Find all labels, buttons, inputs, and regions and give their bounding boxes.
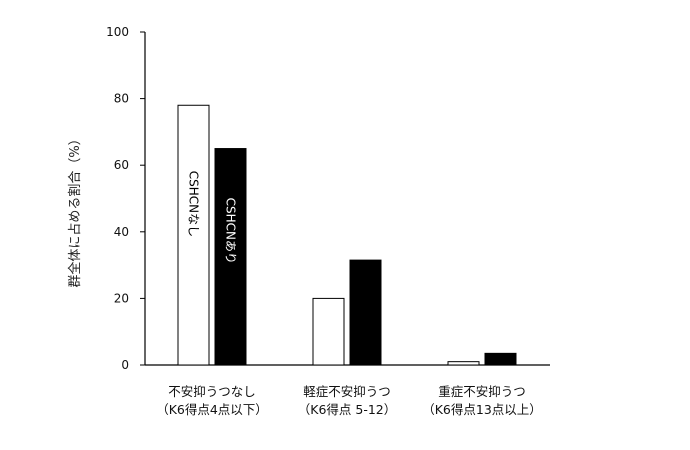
bar <box>447 361 480 366</box>
category-label: （K6得点4点以下） <box>156 402 268 417</box>
category-label: （K6得点 5-12） <box>298 402 397 417</box>
bars: CSHCNなし CSHCNあり <box>177 104 517 366</box>
category-labels: 不安抑うつなし （K6得点4点以下） 軽症不安抑うつ （K6得点 5-12） 重症不安抑… <box>156 384 542 417</box>
bar <box>312 297 345 366</box>
category-label: 軽症不安抑うつ <box>303 384 391 399</box>
category-label: 重症不安抑うつ <box>438 384 526 399</box>
series-label: CSHCNなし <box>187 171 201 237</box>
y-tick-label: 100 <box>106 25 129 39</box>
bar <box>214 148 247 366</box>
y-axis-label: 群全体に占める割合（%） <box>67 132 83 287</box>
y-ticks: 0 20 40 60 80 100 <box>106 25 145 372</box>
bar <box>484 352 517 366</box>
y-tick-label: 0 <box>121 358 129 372</box>
axes <box>144 32 550 366</box>
category-label: 不安抑うつなし <box>168 384 256 399</box>
y-tick-label: 40 <box>114 225 129 239</box>
bar <box>177 104 210 366</box>
bar <box>349 259 382 366</box>
category-label: （K6得点13点以上） <box>422 402 542 417</box>
y-tick-label: 80 <box>114 92 129 106</box>
y-tick-label: 60 <box>114 158 129 172</box>
y-tick-label: 20 <box>114 291 129 305</box>
series-label: CSHCNあり <box>224 198 238 264</box>
